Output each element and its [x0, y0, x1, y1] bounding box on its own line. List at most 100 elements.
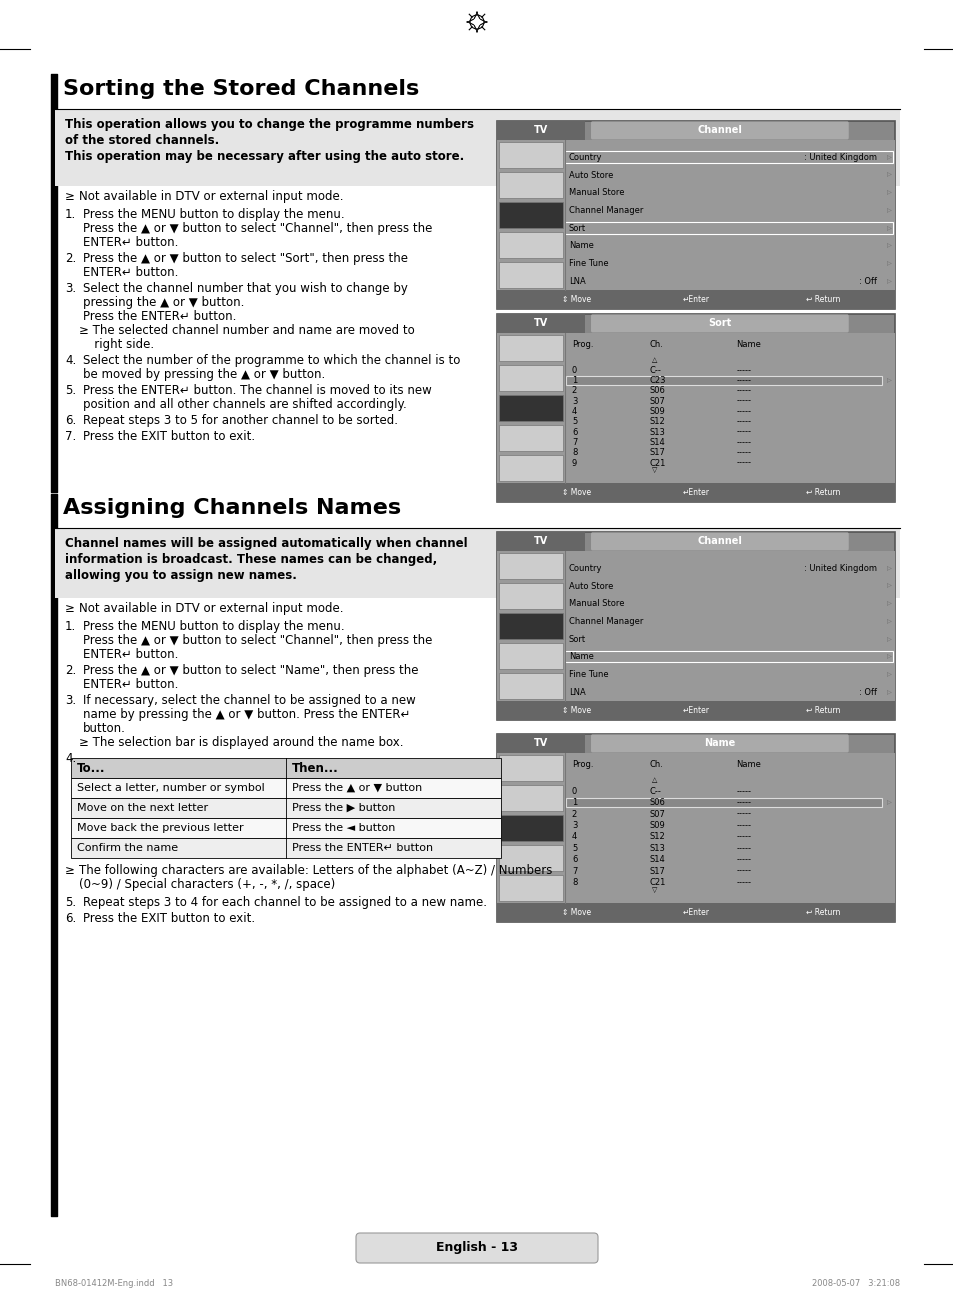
Text: Name: Name: [568, 242, 593, 251]
Text: ▷: ▷: [885, 566, 890, 572]
Text: -----: -----: [736, 809, 751, 819]
Text: ▷: ▷: [885, 800, 890, 805]
Text: 1: 1: [571, 376, 577, 385]
Text: Sort: Sort: [568, 635, 585, 644]
Text: English - 13: English - 13: [436, 1240, 517, 1254]
Text: 2.: 2.: [65, 664, 76, 677]
Text: Channel names will be assigned automatically when channel: Channel names will be assigned automatic…: [65, 537, 467, 551]
Bar: [498, 424, 562, 451]
Text: -----: -----: [736, 844, 751, 853]
Text: ▷: ▷: [885, 279, 890, 284]
Text: ↵Enter: ↵Enter: [681, 296, 709, 304]
Text: S17: S17: [649, 866, 664, 875]
Text: 4.: 4.: [65, 353, 76, 367]
Text: ↩ Return: ↩ Return: [805, 296, 840, 304]
Text: Sorting the Stored Channels: Sorting the Stored Channels: [63, 79, 418, 99]
Bar: [498, 875, 562, 901]
Text: ⇕ Move: ⇕ Move: [561, 487, 591, 497]
Text: ↵Enter: ↵Enter: [681, 487, 709, 497]
Text: 3.: 3.: [65, 283, 76, 296]
Text: Press the ENTER↵ button. The channel is moved to its new: Press the ENTER↵ button. The channel is …: [83, 384, 432, 397]
Text: ⇕ Move: ⇕ Move: [561, 706, 591, 715]
Text: -----: -----: [736, 448, 751, 457]
Text: 5: 5: [571, 418, 577, 426]
Text: name by pressing the ▲ or ▼ button. Press the ENTER↵: name by pressing the ▲ or ▼ button. Pres…: [83, 708, 410, 721]
Text: Press the ▲ or ▼ button to select "Sort", then press the: Press the ▲ or ▼ button to select "Sort"…: [83, 252, 408, 265]
Text: -----: -----: [736, 798, 751, 807]
Text: If necessary, select the channel to be assigned to a new: If necessary, select the channel to be a…: [83, 694, 416, 707]
FancyBboxPatch shape: [591, 532, 848, 551]
Text: Select a letter, number or symbol: Select a letter, number or symbol: [77, 783, 265, 794]
Text: △: △: [652, 777, 657, 783]
Text: Press the ▲ or ▼ button to select "Name", then press the: Press the ▲ or ▼ button to select "Name"…: [83, 664, 418, 677]
Text: ≥: ≥: [65, 865, 74, 876]
Text: be moved by pressing the ▲ or ▼ button.: be moved by pressing the ▲ or ▼ button.: [83, 368, 325, 381]
Text: ▷: ▷: [885, 654, 890, 660]
Text: Name: Name: [736, 761, 760, 769]
Bar: [498, 233, 562, 258]
Text: Press the ▲ or ▼ button to select "Channel", then press the: Press the ▲ or ▼ button to select "Chann…: [83, 222, 432, 235]
Bar: [497, 290, 894, 309]
Text: Fine Tune: Fine Tune: [568, 259, 608, 268]
Text: Manual Store: Manual Store: [568, 599, 623, 608]
Bar: [564, 222, 892, 234]
Text: Channel Manager: Channel Manager: [568, 206, 642, 215]
Bar: [71, 778, 500, 798]
Bar: [565, 798, 882, 807]
Text: ↩ Return: ↩ Return: [805, 706, 840, 715]
Text: -----: -----: [736, 878, 751, 887]
Text: S14: S14: [649, 855, 664, 865]
Text: Press the MENU button to display the menu.: Press the MENU button to display the men…: [83, 620, 344, 633]
Text: -----: -----: [736, 821, 751, 830]
Text: ⇕ Move: ⇕ Move: [561, 908, 591, 917]
Bar: [497, 484, 894, 502]
Bar: [565, 376, 882, 385]
Text: 1.: 1.: [65, 620, 76, 633]
Text: 0: 0: [571, 365, 577, 374]
Text: ↩ Return: ↩ Return: [805, 908, 840, 917]
Bar: [497, 702, 894, 720]
Text: Select the channel number that you wish to change by: Select the channel number that you wish …: [83, 283, 408, 296]
Bar: [497, 532, 584, 551]
Text: Not available in DTV or external input mode.: Not available in DTV or external input m…: [79, 191, 343, 202]
Bar: [498, 142, 562, 168]
Text: The following characters are available: Letters of the alphabet (A~Z) / Numbers: The following characters are available: …: [79, 865, 552, 876]
Text: -----: -----: [736, 459, 751, 468]
Text: 4.: 4.: [65, 752, 76, 765]
Text: ↩ Return: ↩ Return: [805, 487, 840, 497]
Text: of the stored channels.: of the stored channels.: [65, 134, 219, 147]
Text: ▷: ▷: [885, 172, 890, 177]
Bar: [71, 838, 500, 858]
Text: ▷: ▷: [885, 243, 890, 248]
Text: LNA: LNA: [568, 277, 585, 286]
Text: 1.: 1.: [65, 208, 76, 221]
Text: This operation may be necessary after using the auto store.: This operation may be necessary after us…: [65, 150, 464, 163]
Bar: [498, 365, 562, 392]
Text: Press the EXIT button to exit.: Press the EXIT button to exit.: [83, 912, 254, 925]
Text: : United Kingdom: : United Kingdom: [803, 152, 876, 162]
Bar: [498, 202, 562, 229]
Text: S09: S09: [649, 821, 664, 830]
Text: 2008-05-07   3:21:08: 2008-05-07 3:21:08: [811, 1280, 899, 1289]
Text: 8: 8: [571, 878, 577, 887]
Text: (0~9) / Special characters (+, -, *, /, space): (0~9) / Special characters (+, -, *, /, …: [79, 878, 335, 891]
Text: ▽: ▽: [652, 468, 657, 473]
Text: ▷: ▷: [885, 378, 890, 382]
Text: 6.: 6.: [65, 414, 76, 427]
Text: 0: 0: [571, 787, 577, 796]
Text: 7.: 7.: [65, 430, 76, 443]
Text: position and all other channels are shifted accordingly.: position and all other channels are shif…: [83, 398, 406, 411]
Text: ENTER↵ button.: ENTER↵ button.: [83, 678, 178, 691]
Text: Channel: Channel: [697, 536, 741, 547]
Text: ▷: ▷: [885, 226, 890, 231]
Text: BN68-01412M-Eng.indd   13: BN68-01412M-Eng.indd 13: [55, 1280, 172, 1289]
Text: This operation allows you to change the programme numbers: This operation allows you to change the …: [65, 118, 474, 131]
Text: Assigning Channels Names: Assigning Channels Names: [63, 498, 400, 518]
Text: ≥: ≥: [65, 191, 74, 202]
Text: TV: TV: [533, 318, 547, 328]
Text: 5.: 5.: [65, 896, 76, 909]
Text: C21: C21: [649, 878, 665, 887]
Text: Name: Name: [568, 653, 593, 661]
Text: Ch.: Ch.: [649, 761, 662, 769]
Text: Select the number of the programme to which the channel is to: Select the number of the programme to wh…: [83, 353, 460, 367]
